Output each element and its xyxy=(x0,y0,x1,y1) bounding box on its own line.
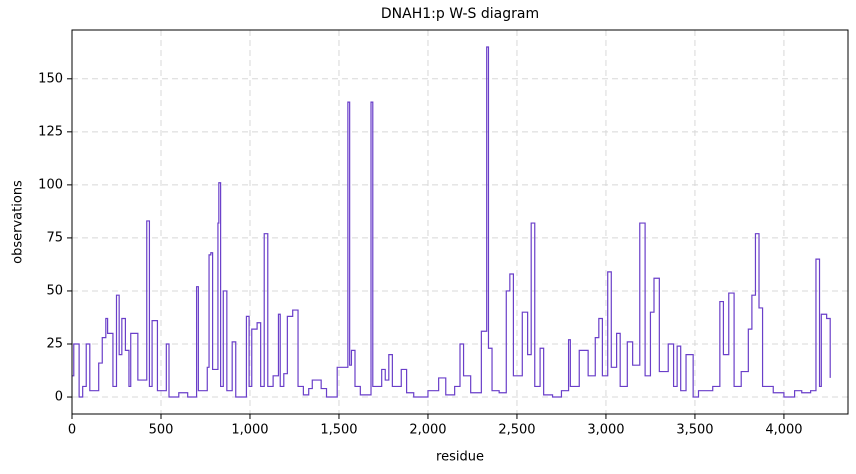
y-tick-label: 25 xyxy=(46,336,63,351)
y-axis-label: observations xyxy=(11,180,26,264)
x-tick-label: 3,000 xyxy=(587,423,624,438)
x-axis-label: residue xyxy=(436,450,484,465)
x-tick-label: 2,000 xyxy=(409,423,446,438)
x-tick-label: 1,500 xyxy=(320,423,357,438)
x-tick-label: 2,500 xyxy=(498,423,535,438)
x-tick-label: 4,000 xyxy=(765,423,802,438)
x-tick-label: 0 xyxy=(68,423,76,438)
x-tick-label: 1,000 xyxy=(231,423,268,438)
y-tick-label: 100 xyxy=(38,177,63,192)
plot-frame xyxy=(71,29,849,415)
y-tick-label: 75 xyxy=(46,230,63,245)
x-tick-label: 3,500 xyxy=(676,423,713,438)
y-tick-label: 50 xyxy=(46,283,63,298)
data-line xyxy=(72,46,831,398)
chart-title: DNAH1:p W-S diagram xyxy=(381,6,539,22)
x-tick-label: 500 xyxy=(149,423,174,438)
y-tick-label: 125 xyxy=(38,124,63,139)
y-tick-label: 150 xyxy=(38,71,63,86)
y-tick-label: 0 xyxy=(55,390,63,405)
